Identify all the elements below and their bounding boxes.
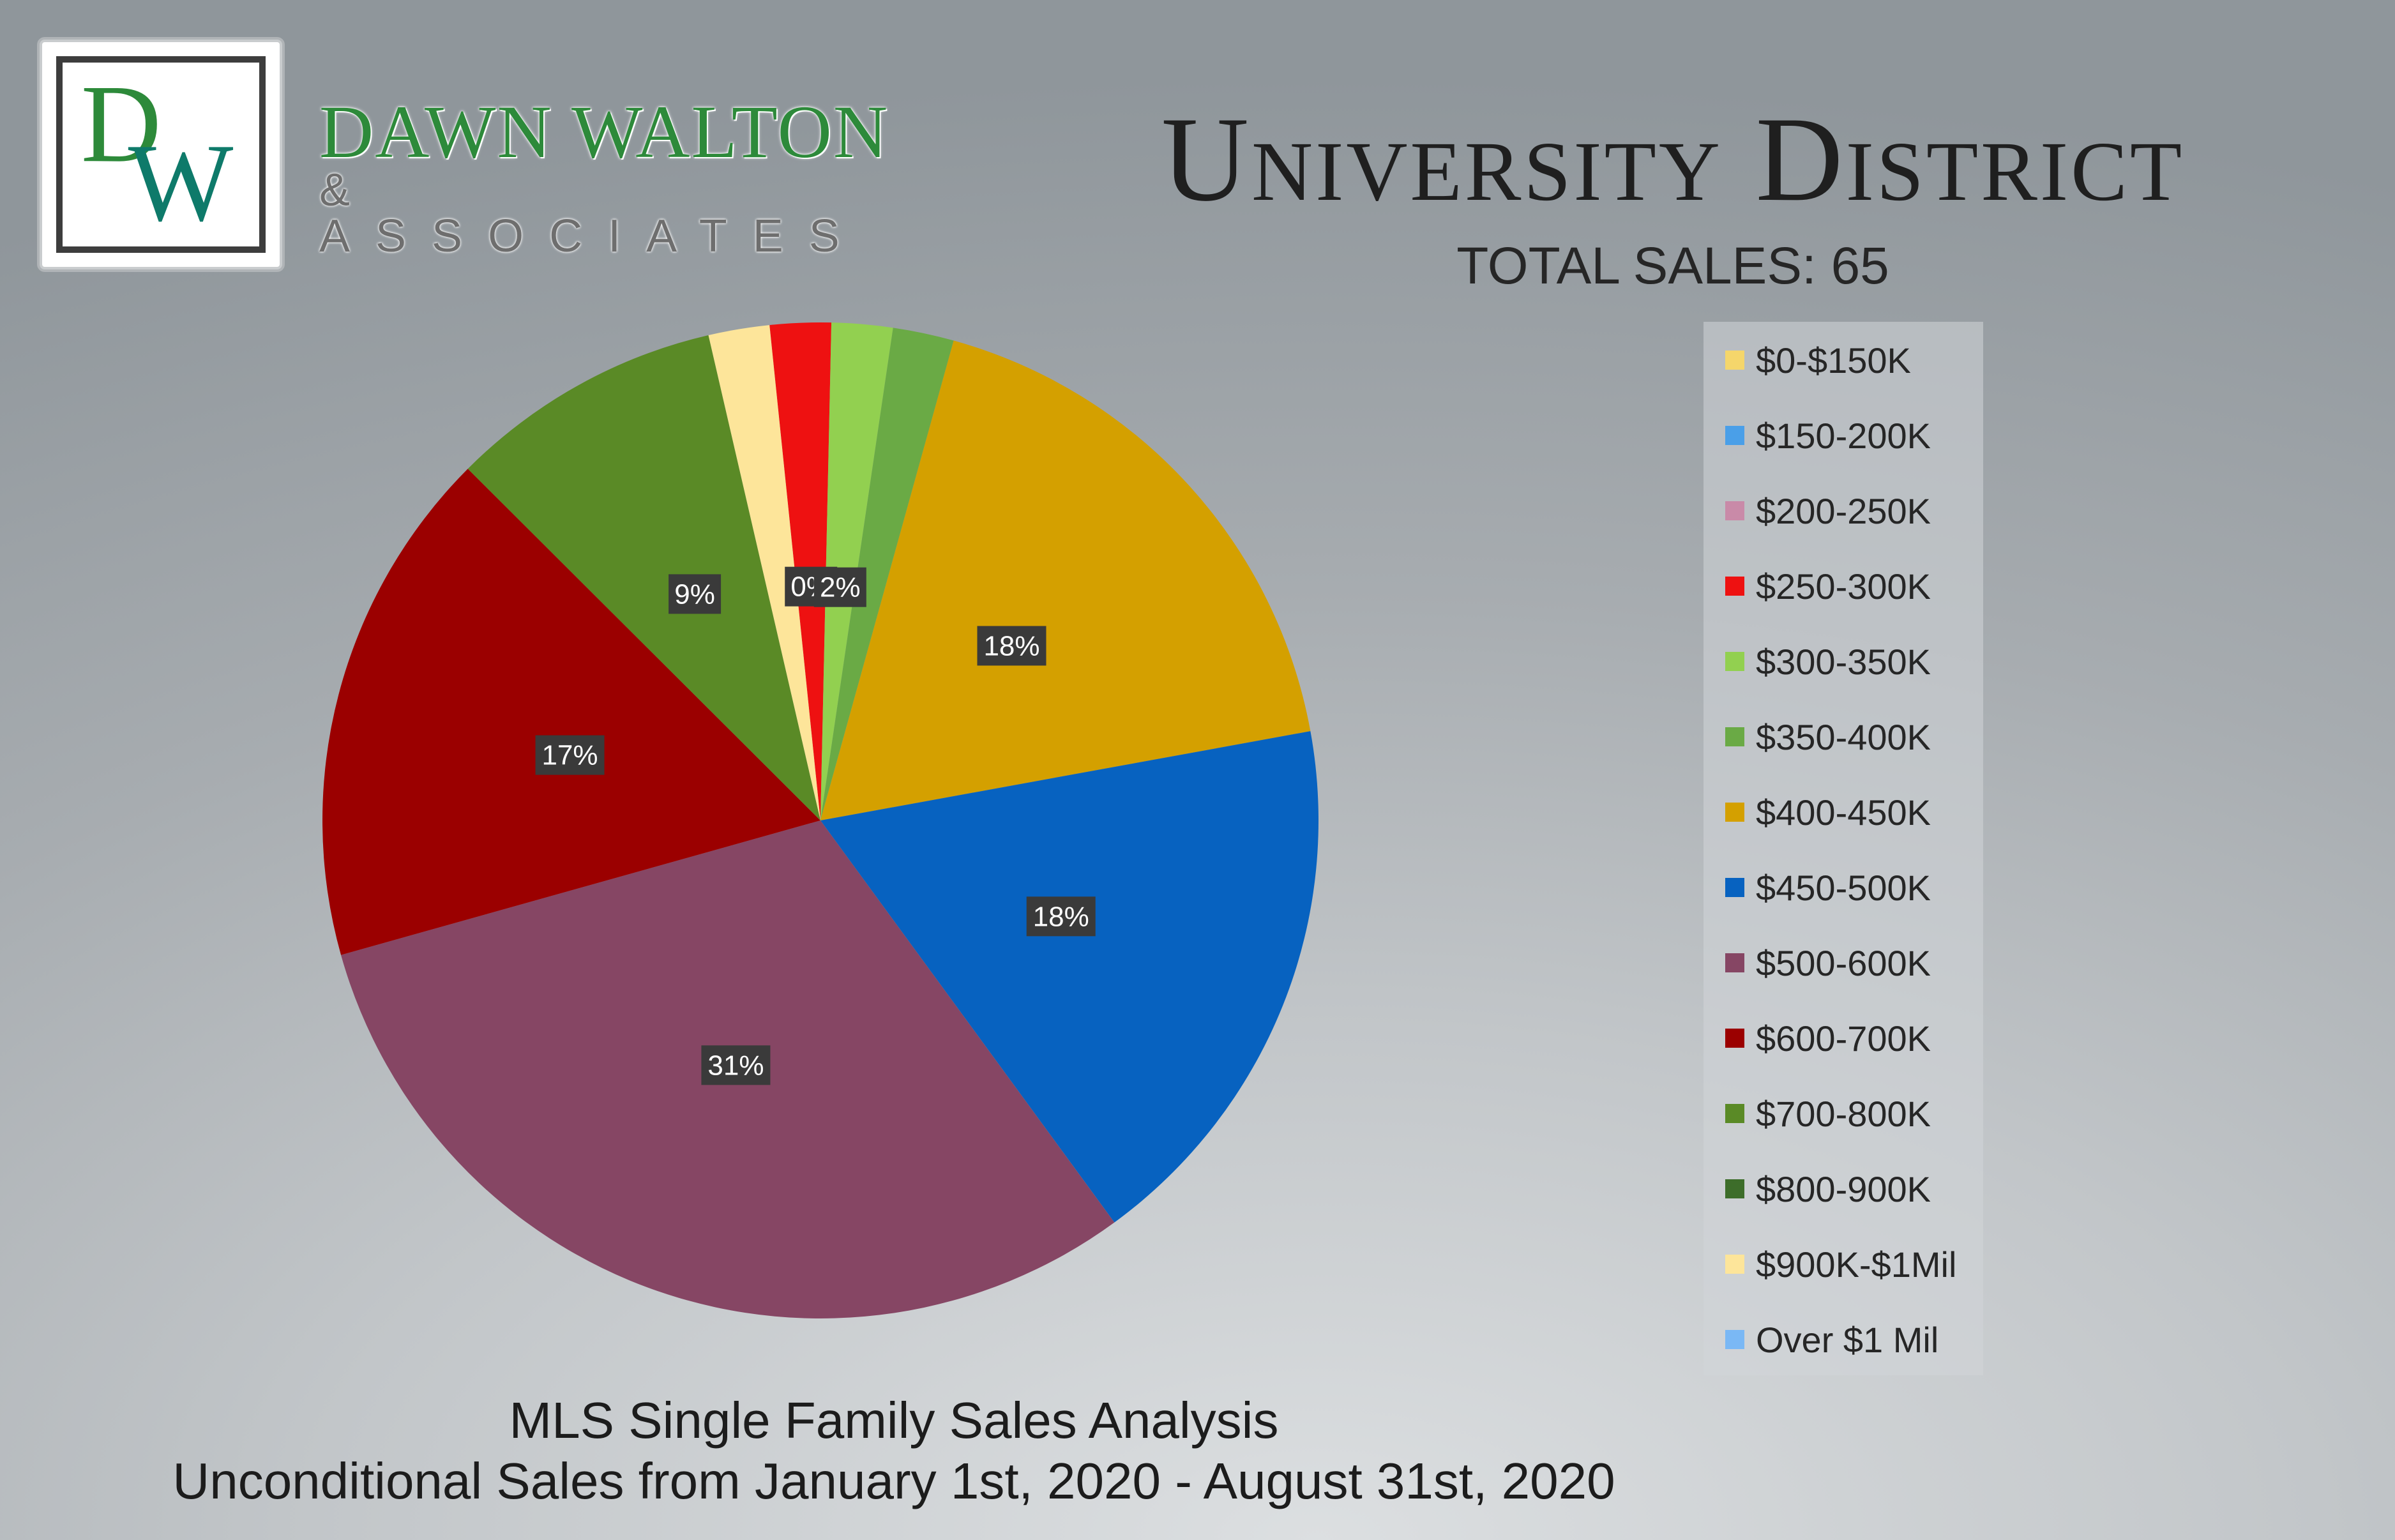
data-label: 18% <box>1026 896 1096 937</box>
legend-label: $350-400K <box>1756 716 1931 757</box>
legend-label: $600-700K <box>1756 1018 1931 1059</box>
legend-label: $800-900K <box>1756 1168 1931 1209</box>
legend-label: $450-500K <box>1756 867 1931 908</box>
data-label-bg <box>535 735 605 775</box>
data-label-bg <box>977 626 1046 666</box>
legend-swatch <box>1725 351 1744 370</box>
legend-item: $0-$150K <box>1725 340 1911 381</box>
legend-item: $800-900K <box>1725 1168 1931 1209</box>
legend-swatch <box>1725 577 1744 596</box>
legend-label: $900K-$1Mil <box>1756 1244 1957 1285</box>
data-label-text: 18% <box>983 630 1039 661</box>
legend-item: $150-200K <box>1725 415 1931 456</box>
legend-swatch <box>1725 652 1744 671</box>
legend-label: $700-800K <box>1756 1093 1931 1134</box>
logo: D W <box>40 40 282 269</box>
data-label-bg <box>669 574 722 614</box>
legend-item: $500-600K <box>1725 942 1931 983</box>
legend-item: $450-500K <box>1725 867 1931 908</box>
pie-slice <box>820 731 1318 1223</box>
legend-label: $150-200K <box>1756 415 1931 456</box>
data-label-text: 2% <box>820 572 861 603</box>
data-label-bg <box>701 1045 771 1085</box>
pie-slice <box>322 469 821 955</box>
legend-swatch <box>1725 727 1744 746</box>
pie-slice <box>820 328 954 820</box>
legend-swatch <box>1725 878 1744 897</box>
pie-slice <box>708 325 820 820</box>
data-label: 9% <box>669 574 722 614</box>
data-label: 31% <box>701 1045 771 1085</box>
legend-item: $900K-$1Mil <box>1725 1244 1957 1285</box>
data-label-text: 9% <box>674 578 715 610</box>
legend: $0-$150K $150-200K $200-250K $250-300K $300-… <box>1704 322 1983 1375</box>
legend-item: Over $1 Mil <box>1725 1319 1939 1360</box>
legend-item: $700-800K <box>1725 1093 1931 1134</box>
pie-slice <box>467 335 820 820</box>
legend-label: Over $1 Mil <box>1756 1319 1939 1360</box>
data-label: 17% <box>535 735 605 775</box>
legend-item: $200-250K <box>1725 490 1931 531</box>
chart-subtitle: TOTAL SALES: 65 <box>1456 237 1889 295</box>
logo-monogram: D W <box>81 63 234 245</box>
chart-title: University District <box>1161 93 2185 227</box>
legend-swatch <box>1725 1179 1744 1198</box>
legend-swatch <box>1725 803 1744 822</box>
legend-item: $250-300K <box>1725 566 1931 607</box>
legend-item: $350-400K <box>1725 716 1931 757</box>
svg-text:W: W <box>128 121 234 245</box>
footer-line-2: Unconditional Sales from January 1st, 20… <box>172 1453 1615 1509</box>
legend-item: $600-700K <box>1725 1018 1931 1059</box>
legend-swatch <box>1725 426 1744 445</box>
data-label: 2% <box>813 567 866 607</box>
legend-label: $400-450K <box>1756 792 1931 833</box>
legend-label: $500-600K <box>1756 942 1931 983</box>
data-label-text: 18% <box>1033 901 1089 932</box>
data-label-bg <box>1026 896 1096 937</box>
legend-label: $250-300K <box>1756 566 1931 607</box>
legend-swatch <box>1725 501 1744 520</box>
legend-label: $300-350K <box>1756 641 1931 682</box>
legend-label: $200-250K <box>1756 490 1931 531</box>
legend-item: $300-350K <box>1725 641 1931 682</box>
legend-swatch <box>1725 1255 1744 1274</box>
legend-swatch <box>1725 953 1744 972</box>
data-label-text: 17% <box>541 740 598 771</box>
legend-swatch <box>1725 1029 1744 1048</box>
legend-item: $400-450K <box>1725 792 1931 833</box>
brand-sub: & ASSOCIATES <box>319 165 865 262</box>
data-label-text: 31% <box>707 1050 764 1081</box>
data-label-bg <box>813 567 866 607</box>
legend-label: $0-$150K <box>1756 340 1911 381</box>
legend-swatch <box>1725 1330 1744 1349</box>
logo-frame: D W <box>56 56 266 253</box>
legend-swatch <box>1725 1104 1744 1123</box>
pie-slice <box>820 340 1311 820</box>
svg-text:D: D <box>81 63 162 185</box>
brand-name: DAWN WALTON <box>319 90 889 174</box>
data-label: 18% <box>977 626 1046 666</box>
footer-line-1: MLS Single Family Sales Analysis <box>509 1392 1279 1449</box>
